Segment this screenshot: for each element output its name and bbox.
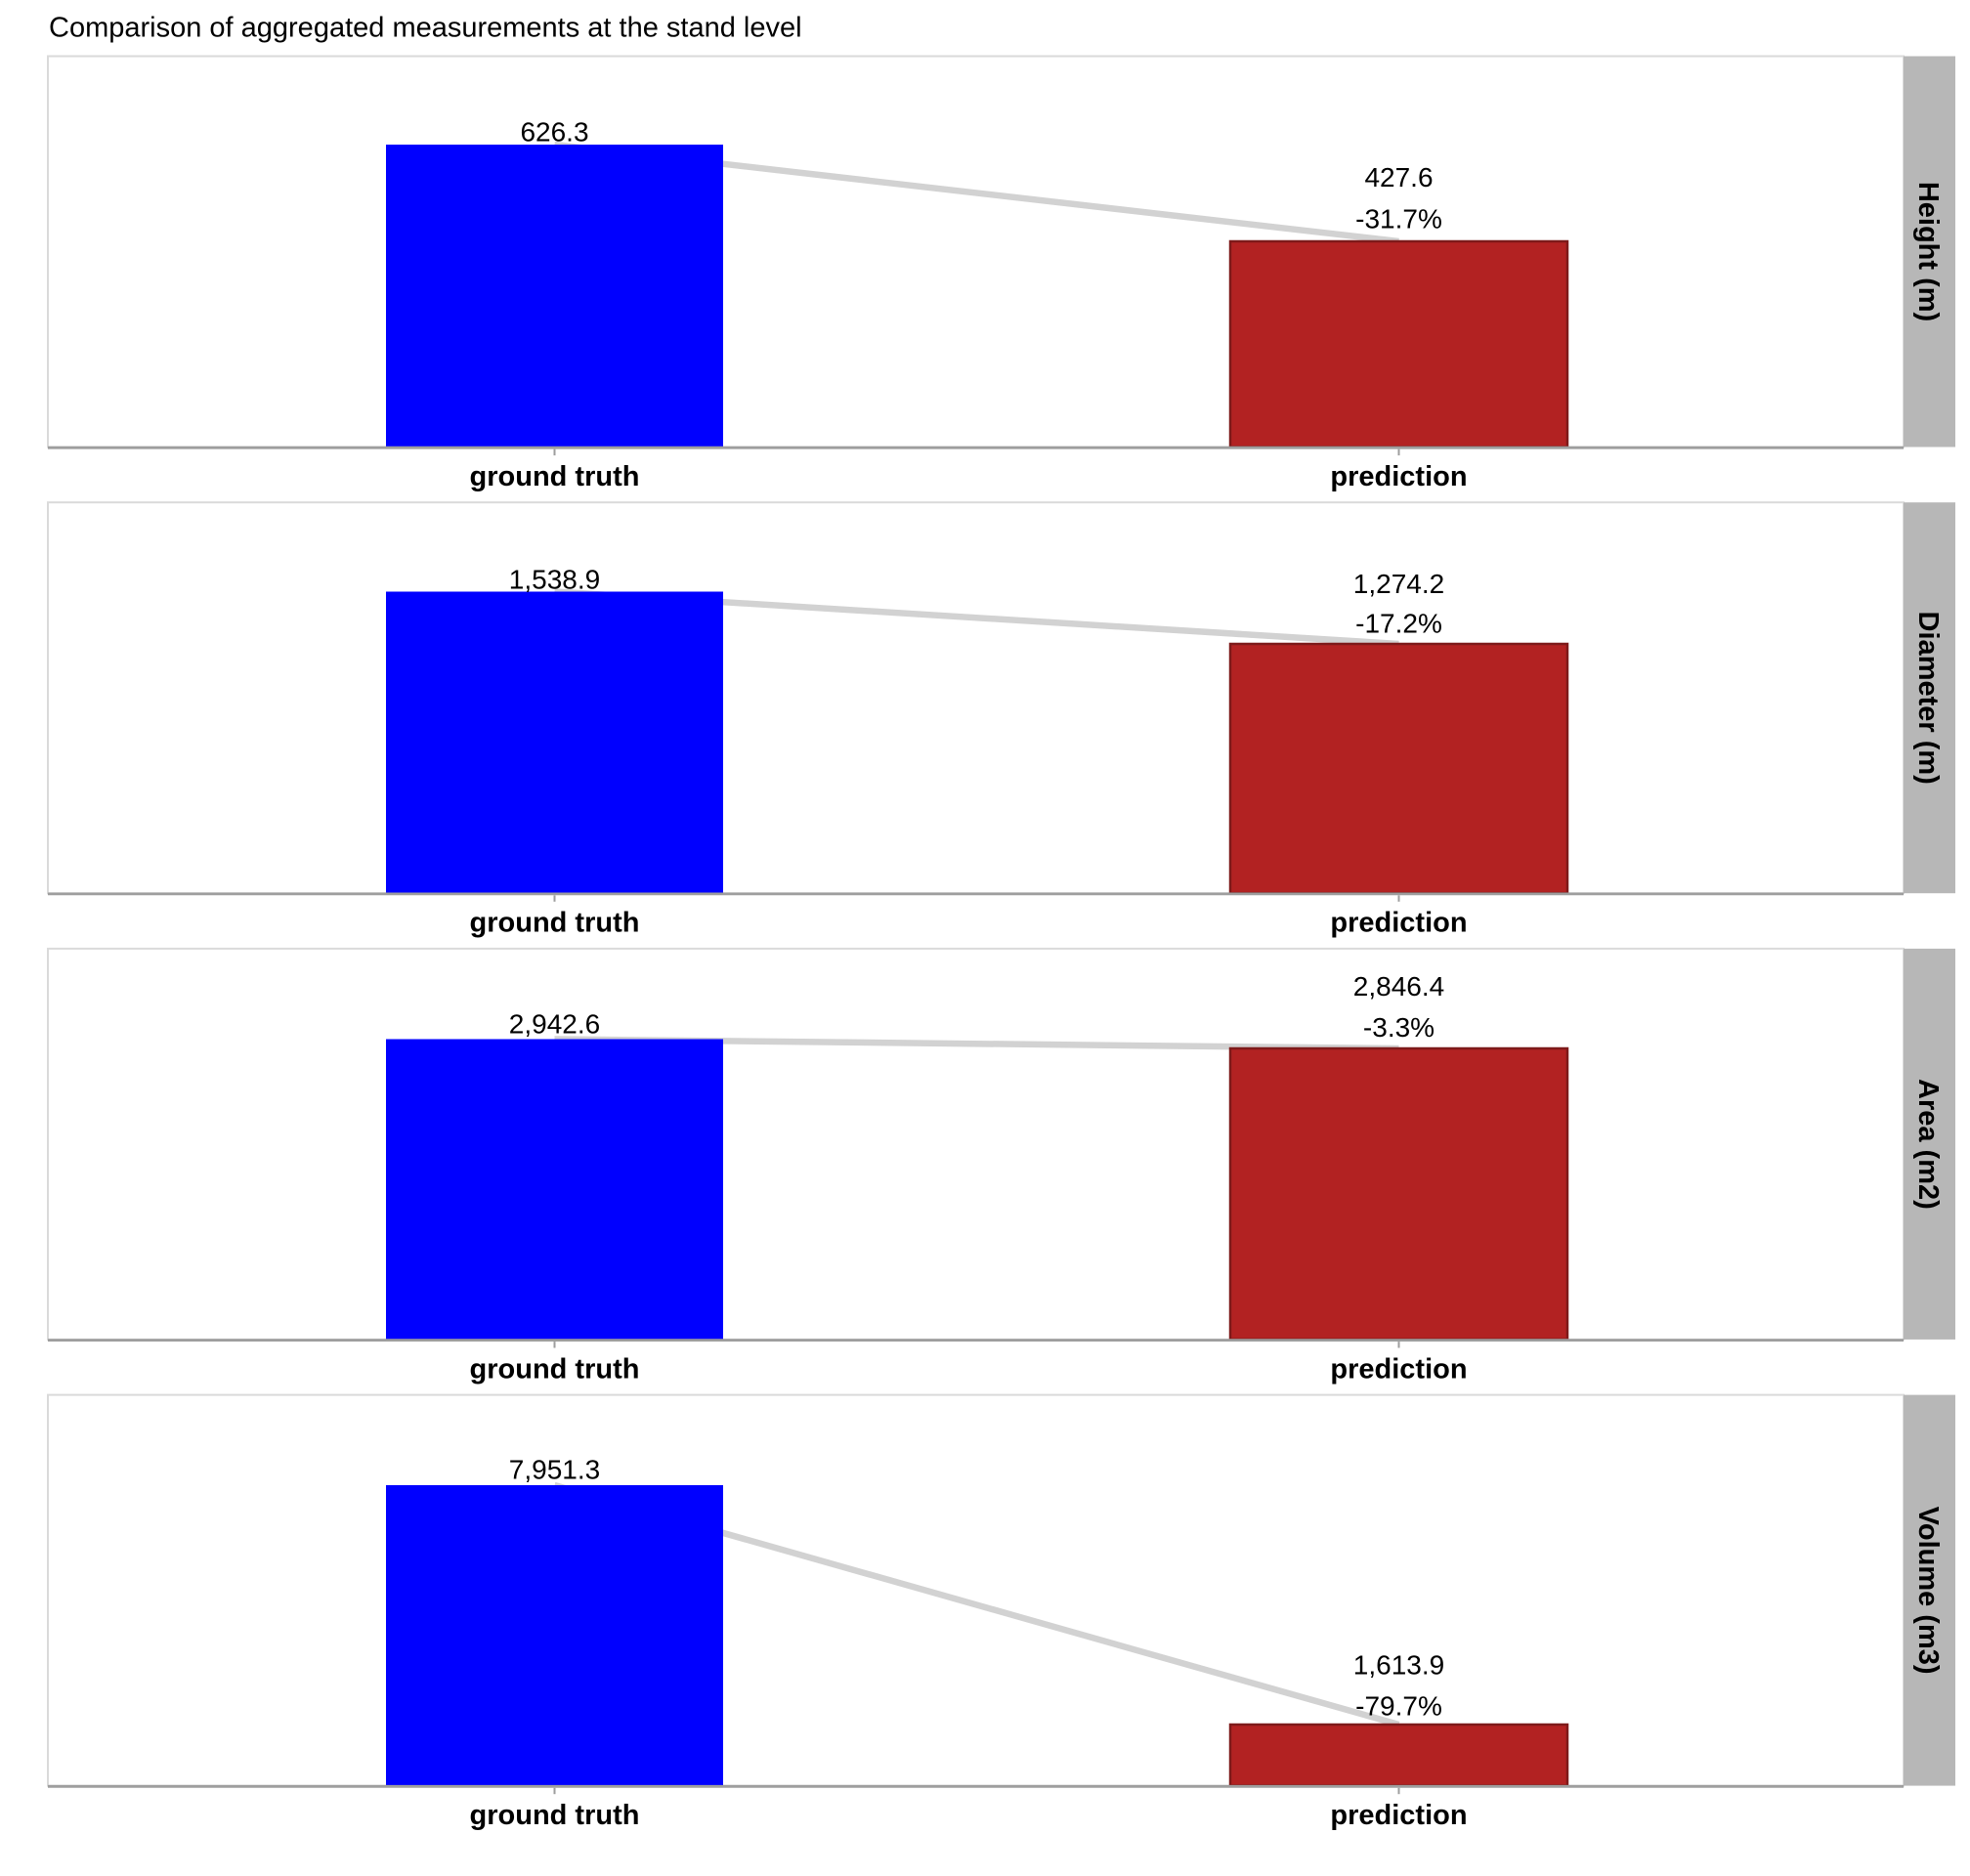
svg-text:Volume (m3): Volume (m3) xyxy=(1912,1507,1944,1675)
svg-text:ground truth: ground truth xyxy=(470,461,640,492)
svg-text:Diameter (m): Diameter (m) xyxy=(1912,612,1944,785)
svg-text:-17.2%: -17.2% xyxy=(1355,609,1442,639)
svg-text:prediction: prediction xyxy=(1330,1800,1467,1831)
svg-text:1,274.2: 1,274.2 xyxy=(1353,569,1444,599)
svg-text:prediction: prediction xyxy=(1330,1353,1467,1385)
svg-text:ground truth: ground truth xyxy=(470,1353,640,1385)
svg-text:Comparison of aggregated measu: Comparison of aggregated measurements at… xyxy=(49,13,802,44)
svg-text:-31.7%: -31.7% xyxy=(1355,204,1442,234)
svg-text:-3.3%: -3.3% xyxy=(1363,1012,1435,1043)
svg-text:427.6: 427.6 xyxy=(1364,162,1433,192)
svg-text:2,846.4: 2,846.4 xyxy=(1353,971,1444,1002)
svg-text:Area (m2): Area (m2) xyxy=(1912,1079,1944,1210)
svg-text:Height (m): Height (m) xyxy=(1912,182,1944,321)
svg-text:ground truth: ground truth xyxy=(470,908,640,939)
svg-text:2,942.6: 2,942.6 xyxy=(509,1008,600,1039)
svg-text:1,538.9: 1,538.9 xyxy=(509,565,600,595)
svg-text:prediction: prediction xyxy=(1330,461,1467,492)
svg-text:7,951.3: 7,951.3 xyxy=(509,1455,600,1485)
svg-text:1,613.9: 1,613.9 xyxy=(1353,1650,1444,1681)
svg-text:prediction: prediction xyxy=(1330,908,1467,939)
svg-text:-79.7%: -79.7% xyxy=(1355,1691,1442,1722)
svg-text:626.3: 626.3 xyxy=(520,117,588,148)
svg-text:ground truth: ground truth xyxy=(470,1800,640,1831)
